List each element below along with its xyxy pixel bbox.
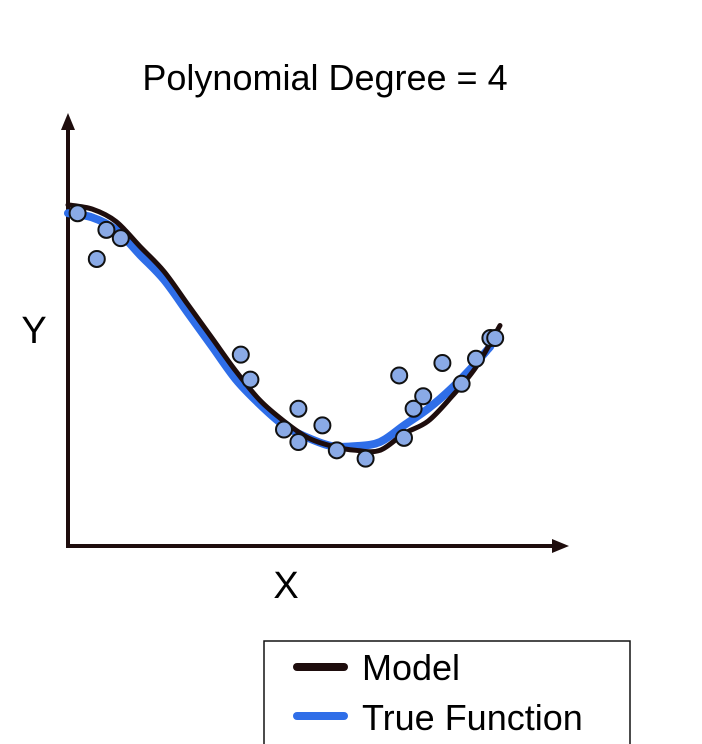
points-layer [68,204,505,468]
data-point [111,229,130,248]
data-point [390,366,409,385]
data-point [68,204,87,223]
series-layer [64,202,503,455]
x-axis-arrowhead [552,539,569,553]
data-point [404,399,423,418]
chart-title: Polynomial Degree = 4 [142,57,507,98]
true-function-line [64,209,495,451]
data-point [467,349,485,368]
legend-model-label: Model [362,647,460,688]
model-line [65,202,503,455]
legend-box [263,640,631,744]
legend: Model True Function [263,640,631,744]
legend-true-function-label: True Function [362,697,583,738]
y-axis-label: Y [21,310,46,352]
data-point [313,416,332,435]
data-point [275,420,293,439]
data-point [414,387,433,406]
y-axis-arrowhead [61,113,75,130]
data-point [433,353,452,372]
data-point [87,249,106,268]
data-point [356,449,375,468]
data-point [452,374,471,393]
data-point [231,345,250,364]
data-point [241,370,260,389]
data-point [97,220,116,239]
data-point [327,441,346,460]
data-point [289,399,308,418]
data-point [395,428,413,447]
data-point [486,329,505,347]
x-axis-label: X [273,565,298,607]
data-point [289,433,308,451]
